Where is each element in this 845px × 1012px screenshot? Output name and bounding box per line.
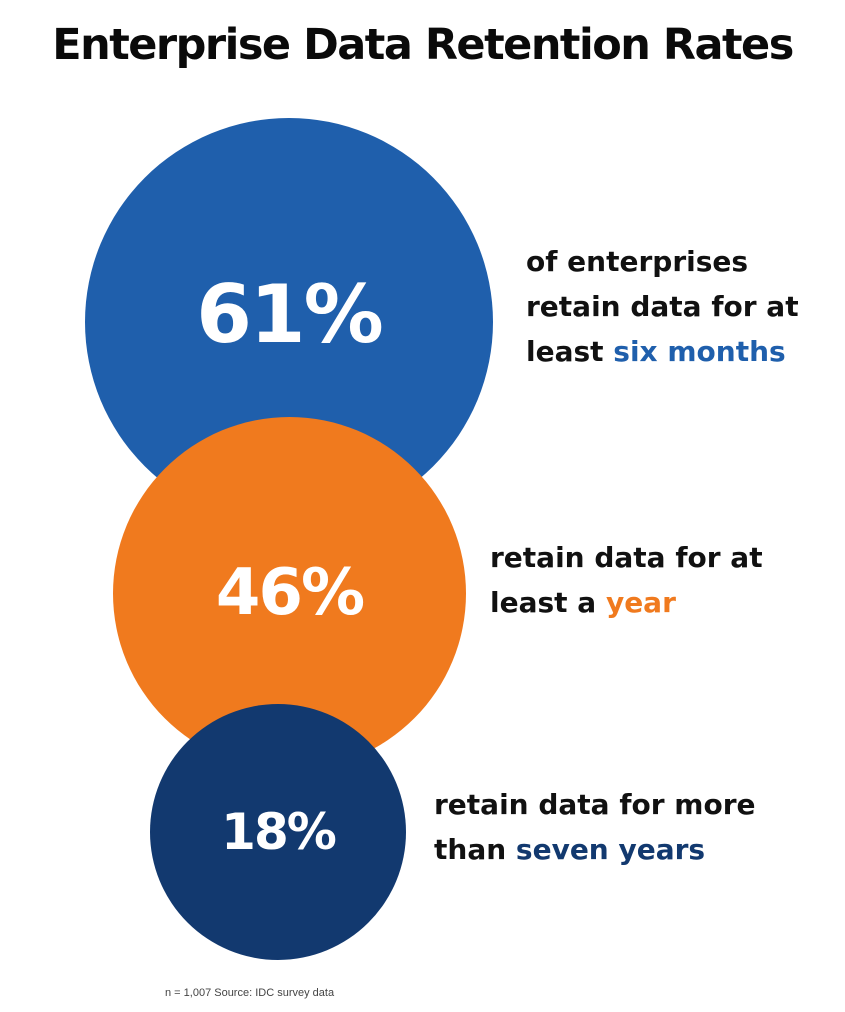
- description-line: of enterprises: [526, 245, 749, 278]
- description-line: retain data for at: [490, 541, 763, 574]
- description-line: least a year: [490, 580, 763, 625]
- value-label-61: 61%: [196, 268, 383, 361]
- description-six-months: of enterprises retain data for at least …: [526, 239, 799, 374]
- description-line: retain data for at: [526, 290, 799, 323]
- description-text: than: [434, 833, 516, 866]
- bubble-18-percent: [150, 704, 406, 960]
- description-line: retain data for more: [434, 788, 756, 821]
- value-label-46: 46%: [215, 556, 365, 630]
- description-text: least a: [490, 586, 606, 619]
- description-year: retain data for at least a year: [490, 535, 763, 625]
- source-note: n = 1,007 Source: IDC survey data: [165, 987, 335, 999]
- description-line: than seven years: [434, 827, 756, 872]
- value-label-18: 18%: [221, 803, 337, 861]
- highlight-seven-years: seven years: [515, 833, 706, 866]
- description-seven-years: retain data for more than seven years: [434, 782, 756, 872]
- highlight-six-months: six months: [613, 335, 786, 368]
- chart-title: Enterprise Data Retention Rates: [52, 20, 794, 70]
- description-line: least six months: [526, 329, 799, 374]
- highlight-year: year: [605, 586, 676, 619]
- description-text: least: [526, 335, 614, 368]
